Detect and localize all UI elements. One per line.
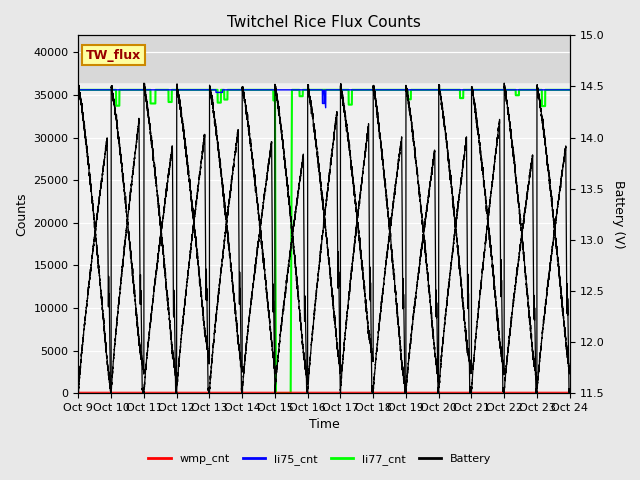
Title: Twitchel Rice Flux Counts: Twitchel Rice Flux Counts [227,15,421,30]
Y-axis label: Battery (V): Battery (V) [612,180,625,249]
Legend: wmp_cnt, li75_cnt, li77_cnt, Battery: wmp_cnt, li75_cnt, li77_cnt, Battery [144,450,496,469]
X-axis label: Time: Time [308,419,339,432]
Text: TW_flux: TW_flux [86,48,141,61]
Y-axis label: Counts: Counts [15,192,28,236]
Bar [79,36,570,82]
